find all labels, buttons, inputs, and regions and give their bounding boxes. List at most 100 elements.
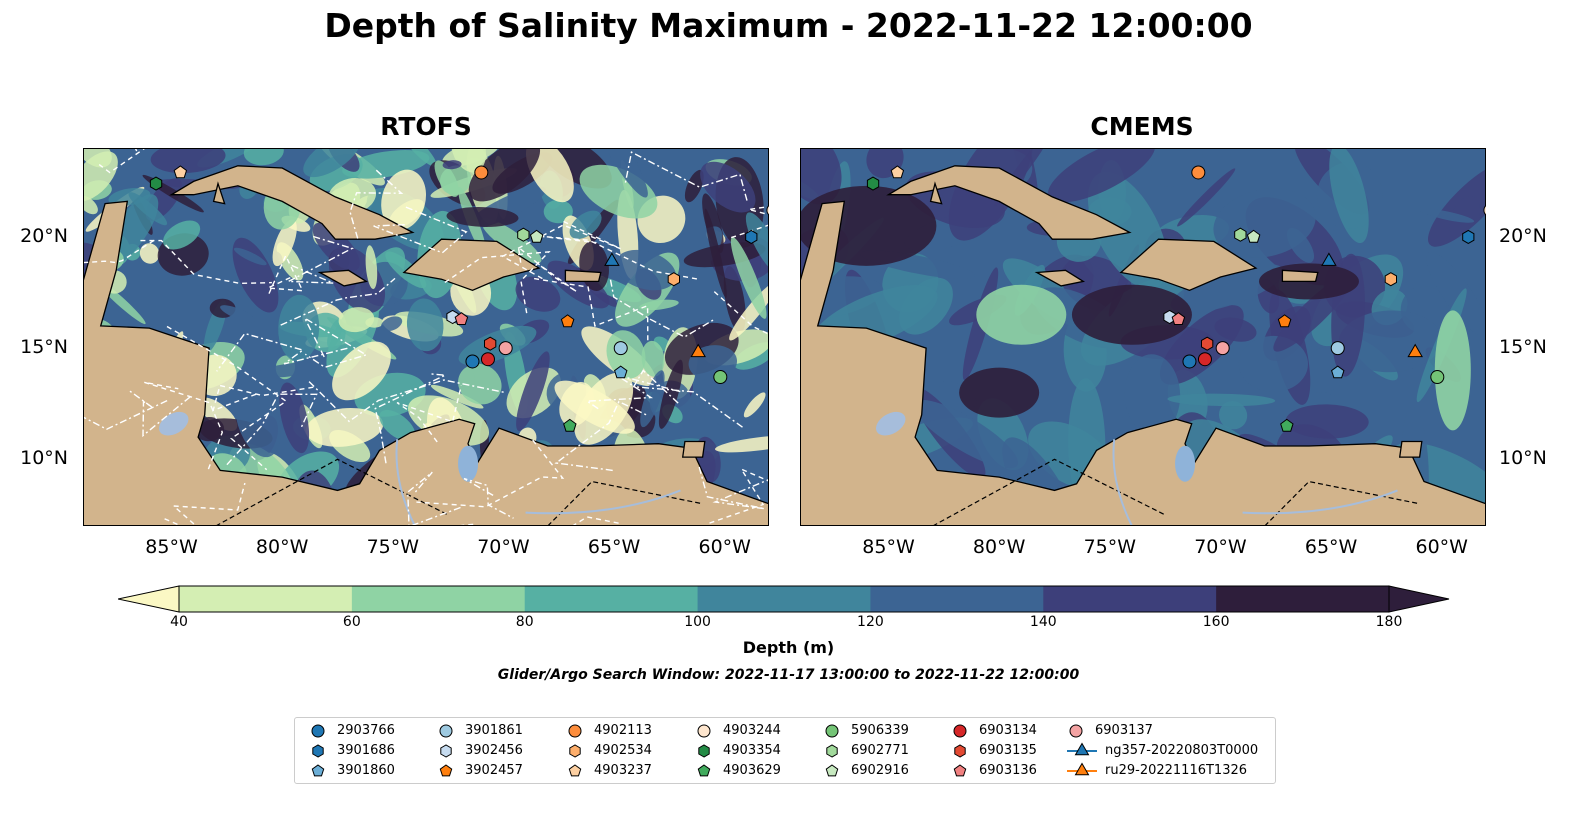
marker-4902113[interactable]: [474, 165, 489, 180]
legend-item: ng357-20220803T0000: [1067, 742, 1258, 758]
rtofs-map[interactable]: [83, 148, 769, 526]
legend-marker-icon: [439, 764, 453, 777]
marker-6903136[interactable]: [1171, 312, 1186, 325]
marker-3901686[interactable]: [1462, 229, 1475, 244]
colorbar-segment: [1216, 586, 1390, 612]
legend-label: 4903354: [723, 742, 781, 758]
y-tick-label-left: 15°N: [20, 336, 68, 359]
marker-5906339[interactable]: [1430, 370, 1445, 385]
colorbar-title: Depth (m): [742, 638, 835, 657]
y-tick-label-left: 20°N: [20, 224, 68, 247]
legend-item: 4903244: [695, 722, 781, 738]
legend-marker-icon: [569, 744, 581, 758]
panel-title-rtofs: RTOFS: [380, 112, 472, 141]
cmems-map[interactable]: [800, 148, 1486, 526]
marker-6903135[interactable]: [1201, 336, 1214, 351]
marker-ng357-20220803T0000[interactable]: [604, 252, 620, 266]
marker-3901860[interactable]: [1331, 365, 1345, 379]
x-tick-label-right: 65°W: [1304, 536, 1358, 558]
marker-4902113[interactable]: [1191, 165, 1206, 180]
marker-6902771[interactable]: [1234, 227, 1247, 242]
marker-3901686[interactable]: [745, 229, 758, 244]
legend: 2903766 3901686 3901860 3901861 3902456 39024…: [294, 717, 1276, 784]
marker-3901860[interactable]: [614, 365, 628, 379]
legend-label: 4903244: [723, 722, 781, 738]
legend-marker-icon: [697, 724, 711, 738]
marker-ru29-20221116T1326[interactable]: [690, 343, 706, 358]
legend-item: 4903629: [695, 762, 781, 778]
marker-4903237[interactable]: [890, 165, 905, 179]
legend-marker-icon: [954, 744, 966, 758]
legend-label: 3902456: [465, 742, 523, 758]
marker-6903134[interactable]: [480, 352, 495, 367]
legend-item: 2903766: [309, 722, 395, 738]
legend-item: ru29-20221116T1326: [1067, 762, 1247, 778]
legend-marker-icon: [568, 764, 582, 777]
marker-6903136[interactable]: [454, 312, 469, 325]
legend-label: 3901860: [337, 762, 395, 778]
legend-label: 4903237: [594, 762, 652, 778]
marker-6903137[interactable]: [1215, 341, 1230, 356]
marker-ng357-20220803T0000[interactable]: [1321, 252, 1337, 266]
legend-item: 6902771: [823, 742, 909, 758]
marker-2903766[interactable]: [465, 354, 480, 369]
legend-marker-icon: [825, 764, 839, 777]
marker-4902534[interactable]: [1384, 272, 1397, 287]
y-tick-label-right: 15°N: [1499, 336, 1547, 359]
marker-4903354[interactable]: [149, 176, 163, 191]
marker-6903137[interactable]: [498, 341, 513, 356]
legend-item: 6903135: [951, 742, 1037, 758]
marker-5906339[interactable]: [713, 370, 728, 385]
marker-6902771[interactable]: [517, 227, 530, 242]
legend-item: 3902456: [437, 742, 523, 758]
search-window-text: Glider/Argo Search Window: 2022-11-17 13…: [497, 667, 1080, 683]
colorbar-tick-label: 40: [170, 614, 188, 630]
marker-3901861[interactable]: [613, 341, 628, 356]
marker-6903135[interactable]: [484, 336, 497, 351]
x-tick-label-left: 75°W: [366, 536, 420, 558]
marker-3902457[interactable]: [1277, 314, 1292, 328]
x-tick-label-right: 60°W: [1415, 536, 1468, 558]
legend-marker-icon: [953, 724, 967, 738]
marker-4903244[interactable]: [1483, 204, 1486, 217]
legend-label: 3901861: [465, 722, 523, 738]
legend-marker-icon: [568, 724, 582, 738]
legend-item: 4902534: [566, 742, 652, 758]
marker-2903766[interactable]: [1182, 354, 1197, 369]
colorbar-tick-label: 140: [1029, 614, 1057, 630]
marker-4903237[interactable]: [173, 165, 188, 179]
legend-label: 4903629: [723, 762, 781, 778]
legend-marker-icon: [826, 744, 838, 758]
colorbar-segment: [697, 586, 871, 612]
x-tick-label-right: 85°W: [862, 536, 915, 558]
marker-6902916[interactable]: [529, 229, 544, 243]
marker-6902916[interactable]: [1246, 229, 1261, 243]
legend-label: 6903137: [1095, 722, 1153, 738]
x-tick-label-left: 70°W: [477, 536, 530, 558]
marker-3902457[interactable]: [560, 314, 575, 328]
legend-marker-icon: [1074, 762, 1090, 776]
marker-4902534[interactable]: [667, 272, 680, 287]
legend-item: 3901860: [309, 762, 395, 778]
colorbar-segment: [870, 586, 1044, 612]
marker-3901861[interactable]: [1330, 341, 1345, 356]
marker-4903244[interactable]: [766, 204, 769, 217]
legend-marker-icon: [825, 724, 839, 738]
marker-4903354[interactable]: [866, 176, 880, 191]
x-tick-label-left: 80°W: [255, 536, 309, 558]
legend-item: 5906339: [823, 722, 909, 738]
marker-ru29-20221116T1326[interactable]: [1407, 343, 1423, 358]
colorbar-tick-label: 80: [515, 614, 534, 630]
legend-label: 3902457: [465, 762, 523, 778]
marker-6903134[interactable]: [1197, 352, 1212, 367]
legend-marker-icon: [440, 744, 452, 758]
figure-title: Depth of Salinity Maximum - 2022-11-22 1…: [324, 6, 1253, 45]
colorbar-extend-high: [1388, 585, 1450, 613]
marker-4903629[interactable]: [563, 418, 577, 432]
legend-label: 6903135: [979, 742, 1037, 758]
x-tick-label-left: 65°W: [587, 536, 641, 558]
legend-label: 6902771: [851, 742, 909, 758]
legend-marker-icon: [1069, 724, 1083, 738]
colorbar-tick-label: 60: [342, 614, 361, 630]
marker-4903629[interactable]: [1280, 418, 1294, 432]
